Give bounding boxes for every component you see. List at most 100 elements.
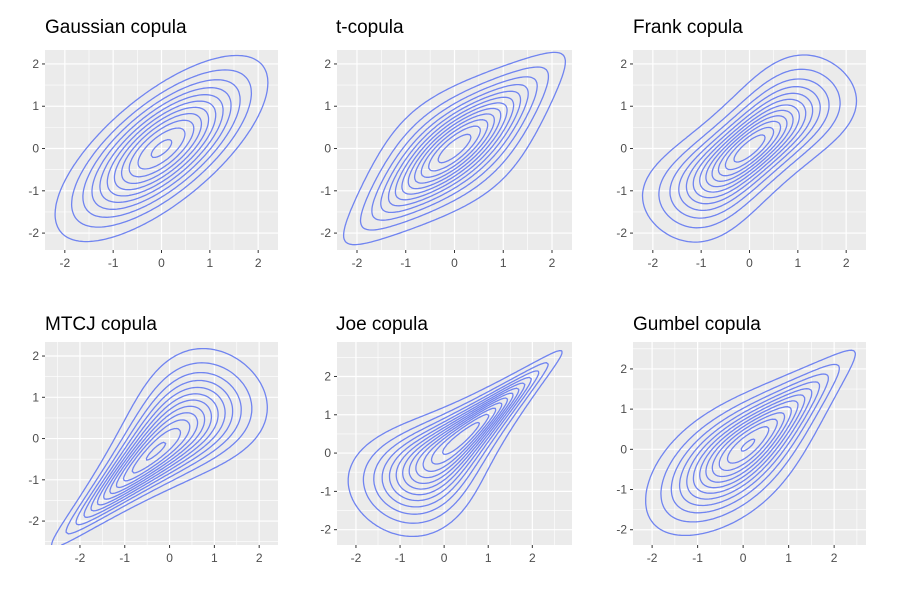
contour-line (711, 115, 788, 182)
contour-line (415, 402, 503, 479)
y-tick-label: 2 (32, 349, 39, 363)
contour-line (91, 87, 232, 210)
y-tick-label: -2 (616, 523, 627, 537)
x-tick-label: 1 (785, 551, 792, 565)
contour-line (103, 399, 213, 500)
contour-group (347, 350, 563, 538)
panel-background (337, 342, 572, 545)
contour-line (402, 392, 514, 490)
panel-title: MTCJ copula (45, 314, 157, 335)
contour-line (692, 98, 807, 199)
contour-line (99, 94, 224, 204)
contour-group (645, 349, 856, 537)
contour-line (362, 362, 549, 524)
contour-line (645, 349, 856, 537)
x-tick-label: -2 (352, 256, 363, 270)
x-tick-label: 2 (255, 256, 262, 270)
x-tick-label: -2 (351, 551, 362, 565)
y-tick-label: -1 (28, 473, 39, 487)
contour-line (413, 113, 495, 184)
contour-line (75, 371, 242, 526)
contour-line (50, 347, 268, 545)
contour-line (381, 376, 532, 508)
y-tick-label: 0 (620, 442, 627, 456)
x-tick-label: -1 (692, 551, 703, 565)
contour-line (54, 54, 269, 243)
x-tick-label: 2 (256, 551, 263, 565)
contour-line (699, 104, 800, 193)
facet-panel-gaussian: Gaussian copula -2 -1 0 1 2 -2 -1 0 1 2 (28, 17, 278, 270)
y-tick-label: 0 (620, 142, 627, 156)
contour-line (150, 138, 173, 159)
contour-line (131, 427, 182, 474)
contour-line (699, 400, 799, 489)
contour-line (430, 413, 490, 465)
contour-line (65, 362, 253, 535)
contour-line (442, 421, 481, 455)
y-tick-label: 0 (324, 446, 331, 460)
contour-line (90, 386, 226, 512)
contour-line (408, 397, 509, 485)
y-tick-label: 2 (620, 57, 627, 71)
y-tick-label: 2 (32, 57, 39, 71)
contour-group (342, 51, 567, 246)
y-tick-label: -1 (616, 184, 627, 198)
contour-line (724, 126, 775, 171)
y-tick-label: 1 (620, 402, 627, 416)
y-tick-label: 1 (324, 99, 331, 113)
facet-panel-joe: Joe copula -2 -1 0 1 2 -2 -1 0 1 2 (320, 314, 572, 565)
contour-line (428, 125, 481, 172)
x-tick-label: 0 (740, 551, 747, 565)
y-tick-label: 0 (324, 142, 331, 156)
y-tick-label: -2 (320, 523, 331, 537)
contour-line (82, 79, 241, 218)
contour-line (641, 54, 858, 243)
x-tick-label: 0 (746, 256, 753, 270)
y-tick-label: 1 (32, 99, 39, 113)
contour-line (128, 119, 195, 178)
contour-line (660, 363, 840, 523)
contour-line (733, 134, 766, 163)
contour-line (401, 102, 508, 195)
contour-line (422, 407, 497, 473)
y-tick-label: 2 (620, 362, 627, 376)
x-tick-label: 1 (211, 551, 218, 565)
x-tick-label: -1 (119, 551, 130, 565)
contour-line (685, 92, 814, 205)
x-tick-label: -1 (696, 256, 707, 270)
x-tick-label: 2 (529, 551, 536, 565)
facet-panel-clayton: MTCJ copula -2 -1 0 1 2 -2 -1 0 1 2 (28, 314, 278, 565)
x-tick-label: 0 (166, 551, 173, 565)
x-tick-label: 0 (158, 256, 165, 270)
x-tick-label: -1 (400, 256, 411, 270)
contour-line (387, 90, 522, 207)
y-tick-label: 2 (324, 57, 331, 71)
y-tick-label: -1 (320, 184, 331, 198)
x-tick-label: -1 (108, 256, 119, 270)
panel-title: Frank copula (633, 17, 743, 38)
x-tick-label: 2 (831, 551, 838, 565)
y-tick-label: 1 (32, 390, 39, 404)
contour-line (394, 96, 515, 201)
x-tick-label: -2 (647, 551, 658, 565)
contour-line (347, 350, 563, 538)
contour-line (658, 68, 841, 229)
y-tick-label: -1 (320, 484, 331, 498)
facet-panel-frank: Frank copula -2 -1 0 1 2 -2 -1 0 1 2 (616, 17, 866, 270)
contour-line (371, 76, 538, 221)
contour-line (145, 441, 167, 461)
contour-line (678, 86, 821, 212)
panel-title: t-copula (336, 17, 404, 38)
y-tick-label: 0 (32, 432, 39, 446)
contour-line (705, 406, 792, 483)
contour-line (740, 438, 756, 452)
contour-line (380, 83, 529, 214)
contour-line (407, 107, 502, 190)
contour-line (678, 381, 821, 507)
y-tick-label: 1 (620, 99, 627, 113)
panel-background (633, 342, 866, 545)
facet-panel-gumbel: Gumbel copula -2 -1 0 1 2 -2 -1 0 1 2 (616, 314, 866, 565)
contour-line (106, 100, 217, 197)
contour-line (359, 66, 550, 231)
y-tick-label: -2 (616, 226, 627, 240)
